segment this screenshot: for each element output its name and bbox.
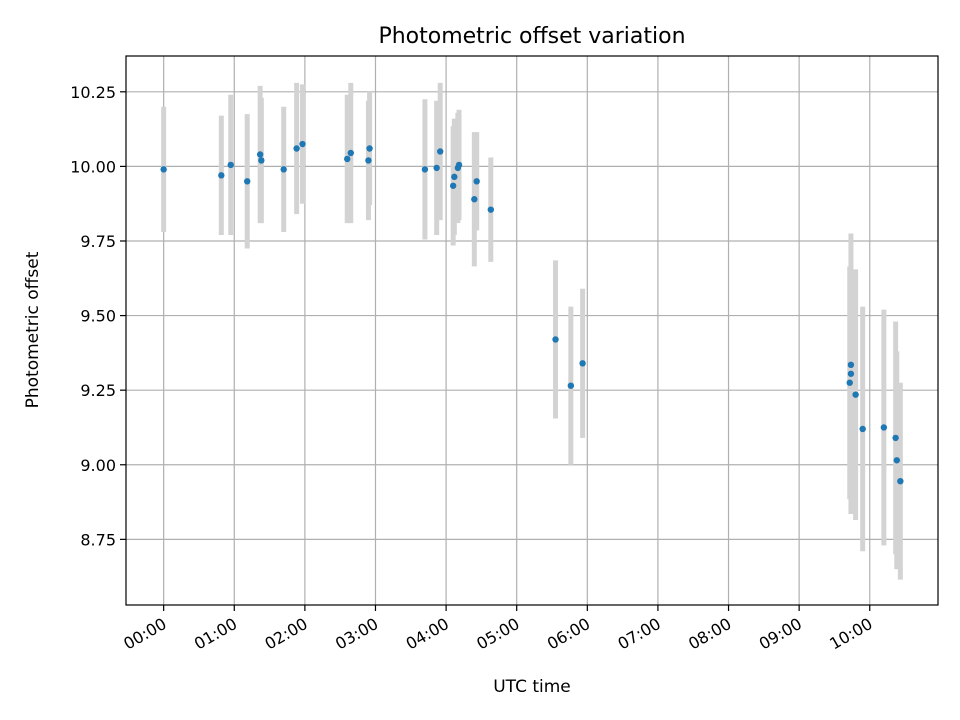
data-point (347, 149, 354, 157)
data-point (852, 391, 859, 398)
x-tick-label: 07:00 (614, 614, 663, 654)
data-point (227, 161, 234, 169)
data-point (218, 172, 225, 179)
x-tick-label: 03:00 (332, 614, 381, 654)
data-point (847, 361, 855, 369)
data-point (365, 157, 372, 164)
data-point (421, 166, 429, 173)
data-point (366, 145, 373, 152)
data-points (160, 140, 904, 485)
data-point (433, 164, 440, 172)
x-axis-label: UTC time (493, 677, 571, 697)
data-point (552, 336, 559, 343)
y-tick-label: 8.75 (80, 530, 116, 549)
x-axis-ticks: 00:00 01:00 02:00 03:00 04:00 05:00 06:00 07:00… (120, 605, 876, 654)
data-point (847, 370, 855, 377)
x-tick-label: 04:00 (403, 614, 452, 654)
y-tick-label: 9.50 (80, 307, 116, 326)
y-tick-label: 9.75 (80, 232, 116, 251)
x-tick-label: 00:00 (120, 614, 169, 654)
data-point (892, 434, 899, 442)
data-point (256, 151, 264, 158)
error-bars (161, 82, 903, 580)
chart-title: Photometric offset variation (378, 24, 685, 49)
data-point (880, 424, 888, 431)
data-point (160, 166, 167, 173)
data-point (280, 166, 287, 173)
plot-frame (125, 55, 939, 606)
data-point (344, 155, 351, 163)
y-axis-label: Photometric offset (23, 251, 43, 408)
data-point (455, 161, 463, 169)
data-point (567, 382, 575, 389)
data-point (437, 148, 444, 155)
data-point (293, 145, 300, 152)
x-tick-label: 09:00 (756, 614, 805, 654)
y-axis-ticks: 8.75 9.00 9.25 9.50 9.75 10.00 10.25 (70, 83, 126, 549)
data-point (579, 360, 586, 367)
y-tick-label: 10.00 (70, 157, 116, 176)
data-point (244, 178, 251, 185)
data-point (846, 379, 853, 386)
data-point (299, 140, 306, 148)
data-point (258, 157, 265, 164)
grid (126, 56, 938, 605)
data-point (893, 457, 901, 464)
data-point (487, 206, 495, 213)
data-point (451, 173, 458, 181)
data-point (449, 182, 457, 189)
data-point (473, 178, 480, 185)
x-tick-label: 06:00 (544, 614, 593, 654)
data-point (897, 477, 904, 485)
data-point (471, 196, 478, 203)
data-point (859, 425, 866, 433)
x-tick-label: 10:00 (826, 614, 875, 654)
x-tick-label: 02:00 (261, 614, 310, 654)
y-tick-label: 9.25 (80, 381, 116, 400)
y-tick-label: 10.25 (70, 83, 116, 102)
y-tick-label: 9.00 (80, 456, 116, 475)
x-tick-label: 01:00 (191, 614, 240, 654)
x-tick-label: 05:00 (473, 614, 522, 654)
x-tick-label: 08:00 (685, 614, 734, 654)
